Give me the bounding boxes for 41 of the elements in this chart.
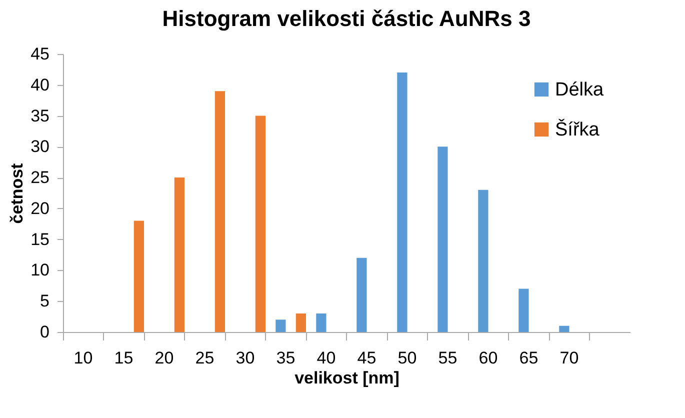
bar (518, 288, 529, 332)
y-tick-label: 15 (30, 230, 50, 249)
y-tick-label: 45 (30, 44, 50, 64)
y-tick-label: 10 (30, 260, 50, 280)
chart-title: Histogram velikosti částic AuNRs 3 (162, 6, 531, 31)
y-tick-label: 25 (30, 168, 50, 188)
y-tick-label: 30 (30, 137, 50, 156)
bar (356, 258, 367, 332)
bar (214, 91, 225, 332)
bar (255, 116, 266, 332)
x-tick-label: 60 (478, 348, 498, 368)
bar (559, 326, 570, 332)
x-tick-label: 30 (236, 348, 255, 368)
x-tick-label: 20 (154, 348, 174, 368)
x-tick-label: 55 (438, 348, 458, 368)
bar (478, 190, 488, 332)
y-axis-title: četnost (8, 162, 27, 224)
x-tick-label: 40 (316, 348, 336, 368)
x-axis-title: velikost [nm] (294, 368, 400, 388)
bar (134, 220, 144, 332)
bar (438, 146, 448, 332)
y-tick-label: 40 (30, 75, 50, 94)
x-tick-label: 50 (398, 348, 417, 368)
bar (316, 313, 326, 332)
x-tick-label: 25 (195, 348, 214, 368)
y-tick-label: 35 (30, 106, 50, 126)
x-tick-label: 70 (560, 348, 579, 368)
y-tick-label: 0 (40, 322, 50, 342)
bar (174, 178, 184, 332)
bar (276, 320, 286, 332)
y-tick-label: 5 (40, 292, 50, 311)
x-tick-label: 10 (74, 348, 93, 368)
x-tick-label: 15 (114, 348, 134, 368)
bar (397, 72, 408, 332)
x-tick-label: 65 (519, 348, 538, 368)
legend-label: Délka (555, 80, 604, 100)
y-tick-label: 20 (30, 198, 50, 218)
x-tick-label: 35 (276, 348, 296, 368)
bar (296, 313, 306, 332)
legend-label: Šířka (555, 118, 600, 140)
x-tick-label: 45 (357, 348, 376, 368)
